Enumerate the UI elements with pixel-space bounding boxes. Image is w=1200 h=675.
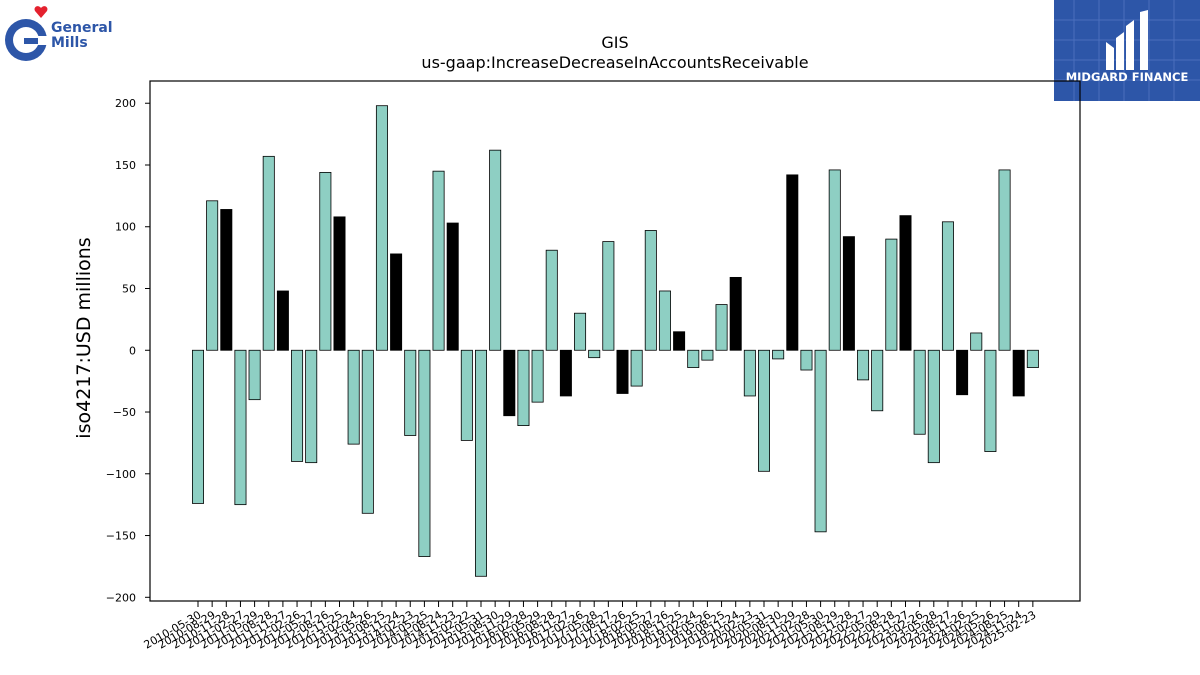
bar-2016-05-29 [531, 349, 544, 403]
y-axis-label: iso4217:USD millions [73, 237, 95, 438]
bar-2014-02-23 [404, 349, 417, 436]
bar-2018-08-26 [658, 290, 671, 351]
y-tick-label: 50 [122, 283, 136, 296]
bar-2018-02-25 [630, 349, 643, 387]
bar-2011-02-27 [234, 349, 247, 506]
y-tick-label: 100 [115, 221, 136, 234]
bar-2014-11-23 [446, 222, 459, 351]
plot-frame [149, 80, 1081, 602]
bar-2024-11-24 [1012, 349, 1025, 397]
y-tick-label: 150 [115, 159, 136, 172]
bar-2013-08-25 [375, 105, 388, 351]
bar-2012-02-26 [291, 349, 304, 462]
heart-icon [34, 6, 48, 19]
bar-2012-05-27 [305, 349, 318, 464]
bar-2016-08-28 [545, 249, 558, 351]
bar-2019-05-26 [701, 349, 714, 361]
bar-2011-05-29 [248, 349, 261, 401]
bar-2021-11-28 [842, 236, 855, 351]
bar-2016-11-27 [559, 349, 572, 397]
bar-2012-11-25 [333, 216, 346, 351]
bar-2022-05-29 [871, 349, 884, 412]
bar-2024-08-25 [998, 169, 1011, 351]
bar-2022-02-27 [857, 349, 870, 381]
bar-2023-11-26 [956, 349, 969, 396]
bar-2016-02-28 [517, 349, 530, 427]
bar-2018-11-25 [673, 331, 686, 351]
y-tick-label: −150 [106, 530, 136, 543]
bar-2017-11-26 [616, 349, 629, 394]
bar-2015-02-22 [460, 349, 473, 441]
bar-2017-05-28 [588, 349, 601, 359]
bar-2014-05-25 [418, 349, 431, 557]
bars-layer [191, 105, 1039, 577]
midgard-finance-logo: MIDGARD FINANCE [1054, 0, 1200, 101]
bar-2024-05-26 [984, 349, 997, 452]
bar-2024-02-25 [970, 332, 983, 351]
bar-2020-11-29 [786, 174, 799, 351]
y-tick-label: −50 [113, 406, 136, 419]
brand-line-1: General [51, 20, 113, 36]
brand-line-2: Mills [51, 35, 88, 51]
bar-2017-08-27 [602, 241, 615, 351]
bar-2011-11-27 [276, 290, 289, 351]
bar-2010-08-29 [206, 200, 219, 351]
midgard-brand-text: MIDGARD FINANCE [1066, 70, 1189, 84]
bar-2014-08-24 [432, 170, 445, 351]
bar-2019-11-24 [729, 276, 742, 351]
y-ticks-layer: 200 150 100 50 0 −50 −100 −150 −200 [106, 97, 150, 604]
bar-2022-08-28 [885, 238, 898, 351]
bar-2019-02-24 [687, 349, 700, 368]
bar-2020-05-31 [758, 349, 771, 472]
bar-2013-05-26 [361, 349, 374, 514]
general-mills-logo: General Mills [0, 0, 130, 70]
bar-2018-05-27 [644, 230, 657, 351]
bar-2021-08-29 [828, 169, 841, 351]
y-tick-label: 0 [129, 344, 136, 357]
bar-2020-08-30 [772, 349, 785, 360]
bar-2015-11-29 [503, 349, 516, 417]
bar-2011-08-28 [262, 155, 275, 351]
bar-2021-02-28 [800, 349, 813, 371]
bar-2025-02-23 [1026, 349, 1039, 368]
bar-2023-08-27 [941, 221, 954, 351]
bar-2015-05-31 [474, 349, 487, 577]
y-tick-label: 200 [115, 97, 136, 110]
y-tick-label: −200 [106, 591, 136, 604]
bar-2012-08-26 [319, 171, 332, 351]
midgard-mark-icon [1106, 10, 1148, 70]
chart-title: GIS [601, 33, 628, 52]
bar-2022-11-27 [899, 215, 912, 351]
bar-2013-02-24 [347, 349, 360, 445]
bar-2021-05-30 [814, 349, 827, 533]
bar-2020-02-23 [743, 349, 756, 397]
bar-2015-08-30 [489, 149, 502, 351]
x-ticks-layer: 2010-05-302010-08-292010-11-282011-02-27… [142, 601, 1038, 652]
bar-2017-02-26 [574, 312, 587, 351]
bar-2023-05-28 [927, 349, 940, 464]
bar-2019-08-25 [715, 304, 728, 351]
bar-2010-05-30 [191, 349, 204, 504]
bar-2013-11-24 [390, 253, 403, 351]
bar-2010-11-28 [220, 209, 233, 351]
chart-subtitle: us-gaap:IncreaseDecreaseInAccountsReceiv… [421, 53, 808, 72]
bar-2023-02-26 [913, 349, 926, 435]
y-tick-label: −100 [106, 468, 136, 481]
